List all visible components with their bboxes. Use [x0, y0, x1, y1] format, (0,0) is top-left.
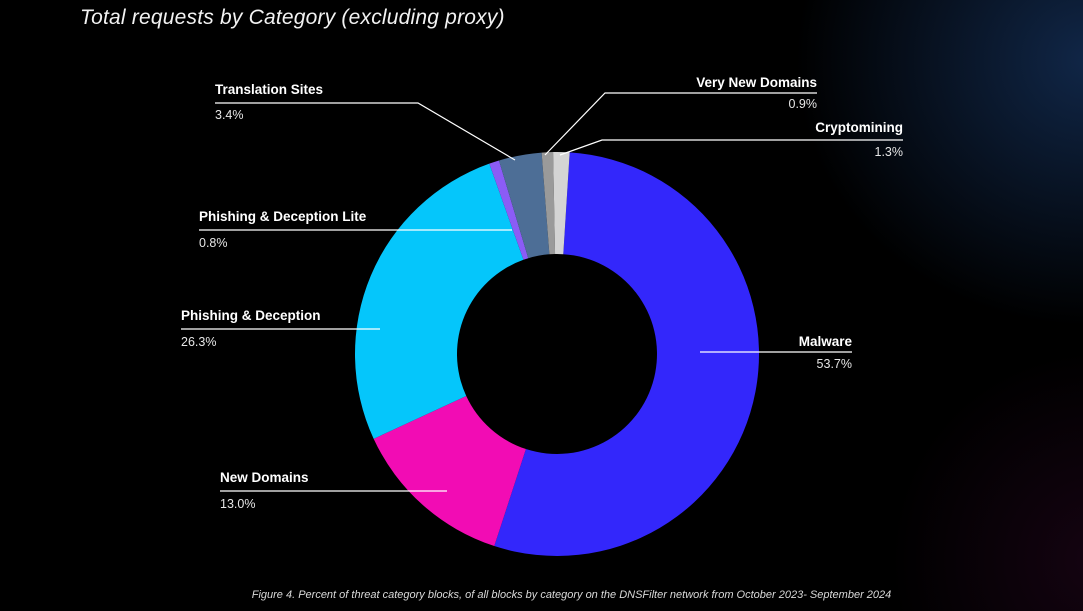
- slice-phishing-deception: [354, 163, 524, 439]
- slice-value-malware: 53.7%: [817, 357, 852, 371]
- slice-value-phishing-deception: 26.3%: [181, 335, 216, 349]
- slice-label-malware: Malware: [799, 334, 853, 349]
- slice-value-translation-sites: 3.4%: [215, 108, 244, 122]
- leader-line-very-new-domains: [544, 92, 817, 156]
- chart-title: Total requests by Category (excluding pr…: [80, 6, 505, 29]
- slice-value-cryptomining: 1.3%: [875, 145, 904, 159]
- slice-malware: [494, 152, 759, 556]
- slice-very-new-domains: [541, 152, 556, 255]
- slice-label-new-domains: New Domains: [220, 470, 309, 485]
- figure-caption: Figure 4. Percent of threat category blo…: [251, 589, 892, 601]
- labels-layer: Malware 53.7% New Domains 13.0% Phishing & D…: [181, 75, 903, 511]
- slice-label-cryptomining: Cryptomining: [815, 120, 903, 135]
- leader-line-cryptomining: [559, 139, 903, 156]
- slice-phishing-deception-lite: [489, 160, 529, 260]
- slice-translation-sites: [499, 152, 550, 259]
- slice-new-domains: [373, 395, 526, 547]
- slice-value-very-new-domains: 0.9%: [789, 97, 818, 111]
- slice-label-phishing-deception-lite: Phishing & Deception Lite: [199, 209, 367, 224]
- slice-label-very-new-domains: Very New Domains: [696, 75, 817, 90]
- slice-label-translation-sites: Translation Sites: [215, 82, 323, 97]
- slice-label-phishing-deception: Phishing & Deception: [181, 308, 321, 323]
- slices-layer: [354, 152, 759, 556]
- slice-cryptomining: [553, 152, 570, 255]
- leader-line-translation-sites: [215, 102, 516, 161]
- slice-value-phishing-deception-lite: 0.8%: [199, 236, 228, 250]
- slice-value-new-domains: 13.0%: [220, 497, 255, 511]
